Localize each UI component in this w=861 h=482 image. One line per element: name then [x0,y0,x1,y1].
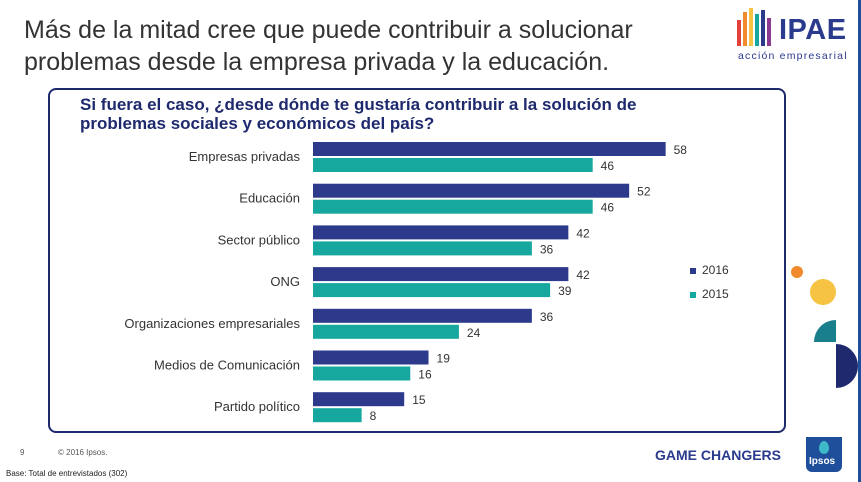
bar-2016-7 [313,392,405,407]
data-label: 15 [412,393,426,407]
data-label: 46 [601,159,615,173]
chart-title-line-1: Si fuera el caso, ¿desde dónde te gustar… [80,95,637,114]
data-label: 36 [540,310,554,324]
decorative-shapes [791,266,858,388]
bar-2015-5 [313,324,459,339]
bar-2016-5 [313,308,532,323]
ipsos-logo: Ipsos [806,437,842,472]
copyright: © 2016 Ipsos. [58,448,108,457]
data-label: 36 [540,242,554,256]
ipsos-logo-text: Ipsos [809,456,836,467]
category-label: Medios de Comunicación [154,358,300,373]
data-label: 8 [370,409,377,423]
legend-label-2016: 2016 [702,263,729,277]
data-label: 58 [674,143,688,157]
ipae-logo: IPAE acción empresarial [733,6,855,68]
category-label: Sector público [218,232,300,247]
logo-name: IPAE [779,14,847,46]
slide-title-line-1: Más de la mitad cree que puede contribui… [24,16,633,44]
base-note: Base: Total de entrevistados (302) [6,469,128,478]
data-label: 52 [637,185,651,199]
data-label: 24 [467,326,481,340]
deco-yellow-circle [810,279,836,305]
data-label: 16 [418,368,432,382]
chart-title: Si fuera el caso, ¿desde dónde te gustar… [80,95,760,133]
logo-tagline: acción empresarial [738,50,848,62]
chart-title-line-2: problemas sociales y económicos del país… [80,114,435,133]
bar-2015-4 [313,283,551,298]
data-label: 19 [437,352,451,366]
legend-swatch-2015 [690,292,696,298]
bar-2015-6 [313,366,411,381]
category-label: ONG [270,274,300,289]
bar-2016-2 [313,183,630,198]
bar-2015-1 [313,158,593,172]
deco-teal-half [814,320,836,342]
category-label: Partido político [214,399,300,414]
category-label: Empresas privadas [189,149,301,164]
data-label: 46 [601,201,615,215]
bar-2016-3 [313,225,569,240]
data-label: 42 [576,226,590,240]
footer-brand: GAME CHANGERS [655,447,782,463]
ipsos-drop-icon [819,441,829,454]
category-label: Organizaciones empresariales [124,316,300,331]
right-edge-rule [858,0,861,482]
bar-2015-7 [313,408,362,423]
data-label: 39 [558,284,572,298]
category-label: Educación [239,191,300,206]
ipae-logo-bars-icon [737,8,771,46]
bar-2016-4 [313,267,569,282]
slide-title: Más de la mitad cree que puede contribui… [24,14,724,78]
page-number: 9 [20,448,25,457]
bar-2016-1 [313,142,666,156]
legend-label-2015: 2015 [702,287,729,301]
bar-2015-3 [313,241,532,256]
bar-2016-6 [313,350,429,365]
data-label: 42 [576,268,590,282]
bar-2015-2 [313,199,593,214]
deco-orange-dot [791,266,803,278]
deco-navy-half [836,344,858,388]
slide-title-line-2: problemas desde la empresa privada y la … [24,48,610,76]
legend-swatch-2016 [690,268,696,274]
